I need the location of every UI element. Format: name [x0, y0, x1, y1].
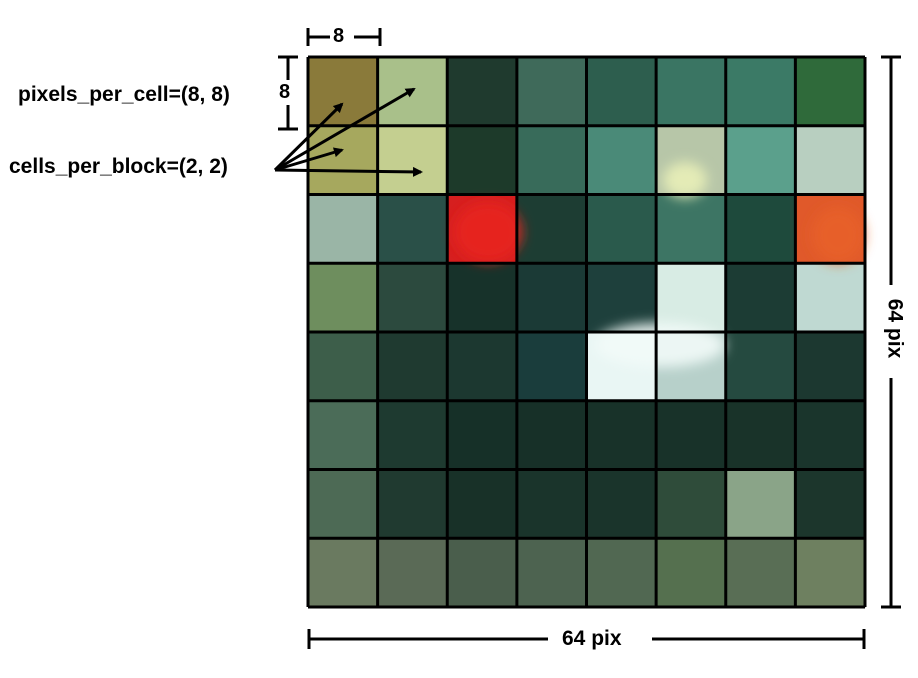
image-cell [377, 400, 448, 470]
image-cell [725, 332, 796, 402]
image-cell [795, 469, 866, 539]
image-cells [308, 57, 866, 608]
image-cell [516, 538, 587, 608]
image-cell [586, 263, 657, 333]
image-cell [516, 332, 587, 402]
image-cell [377, 332, 448, 402]
image-cell [795, 125, 866, 195]
image-cell [377, 194, 448, 264]
image-cell [725, 57, 796, 127]
image-cell [308, 469, 379, 539]
image-width-dimension [307, 629, 866, 649]
image-cell [516, 125, 587, 195]
image-cell [586, 194, 657, 264]
image-cell [795, 57, 866, 127]
cell-width-label: 8 [333, 25, 345, 47]
license-plate-glow [595, 323, 725, 367]
image-cell [725, 400, 796, 470]
arrow-cell-1-1 [274, 166, 423, 177]
block-arrows [273, 87, 423, 177]
tail-light-left [454, 202, 522, 262]
image-cell [656, 538, 727, 608]
image-cell [516, 400, 587, 470]
image-cell [377, 57, 448, 127]
arrow-cell-0-1 [274, 87, 416, 172]
image-cell [516, 57, 587, 127]
image-cell [447, 57, 518, 127]
image-cell [377, 263, 448, 333]
image-cell [586, 400, 657, 470]
image-cell [725, 538, 796, 608]
image-width-label: 64 pix [562, 627, 622, 650]
image-cell [447, 469, 518, 539]
image-cell [447, 400, 518, 470]
image-cell [795, 263, 866, 333]
image-cell [656, 263, 727, 333]
photo-highlights [454, 162, 864, 367]
image-cell [377, 125, 448, 195]
image-cell [586, 125, 657, 195]
image-cell [795, 332, 866, 402]
image-cell [725, 194, 796, 264]
light-spot [663, 162, 707, 198]
image-cell [308, 538, 379, 608]
cell-height-label: 8 [279, 81, 291, 103]
image-cell [586, 538, 657, 608]
cell-height-dimension [278, 55, 298, 131]
image-cell [308, 400, 379, 470]
image-cell [447, 263, 518, 333]
image-cell [308, 57, 379, 127]
image-cell [725, 263, 796, 333]
image-cell [516, 194, 587, 264]
image-cell [656, 400, 727, 470]
image-cell [656, 194, 727, 264]
image-cell [656, 469, 727, 539]
pixels-per-cell-label: pixels_per_cell=(8, 8) [18, 83, 230, 106]
tail-light-right [812, 207, 864, 263]
image-cell [725, 469, 796, 539]
image-cell [586, 469, 657, 539]
image-cell [586, 57, 657, 127]
image-cell [725, 125, 796, 195]
image-cell [308, 194, 379, 264]
image-cell [447, 125, 518, 195]
image-cell [308, 263, 379, 333]
image-cell [308, 332, 379, 402]
image-cell [516, 469, 587, 539]
image-cell [447, 538, 518, 608]
image-cell [656, 57, 727, 127]
image-height-label: 64 pix [883, 298, 907, 359]
image-cell [377, 538, 448, 608]
image-cell [795, 538, 866, 608]
image-cell [795, 400, 866, 470]
image-cell [377, 469, 448, 539]
image-cell [308, 125, 379, 195]
arrow-cell-1-0 [274, 147, 344, 172]
image-cell [447, 332, 518, 402]
cell-width-dimension [306, 28, 382, 46]
cell-grid [306, 55, 867, 609]
image-height-dimension [881, 55, 901, 609]
image-cell [516, 263, 587, 333]
cells-per-block-label: cells_per_block=(2, 2) [9, 155, 228, 178]
arrow-cell-0-0 [273, 102, 344, 172]
